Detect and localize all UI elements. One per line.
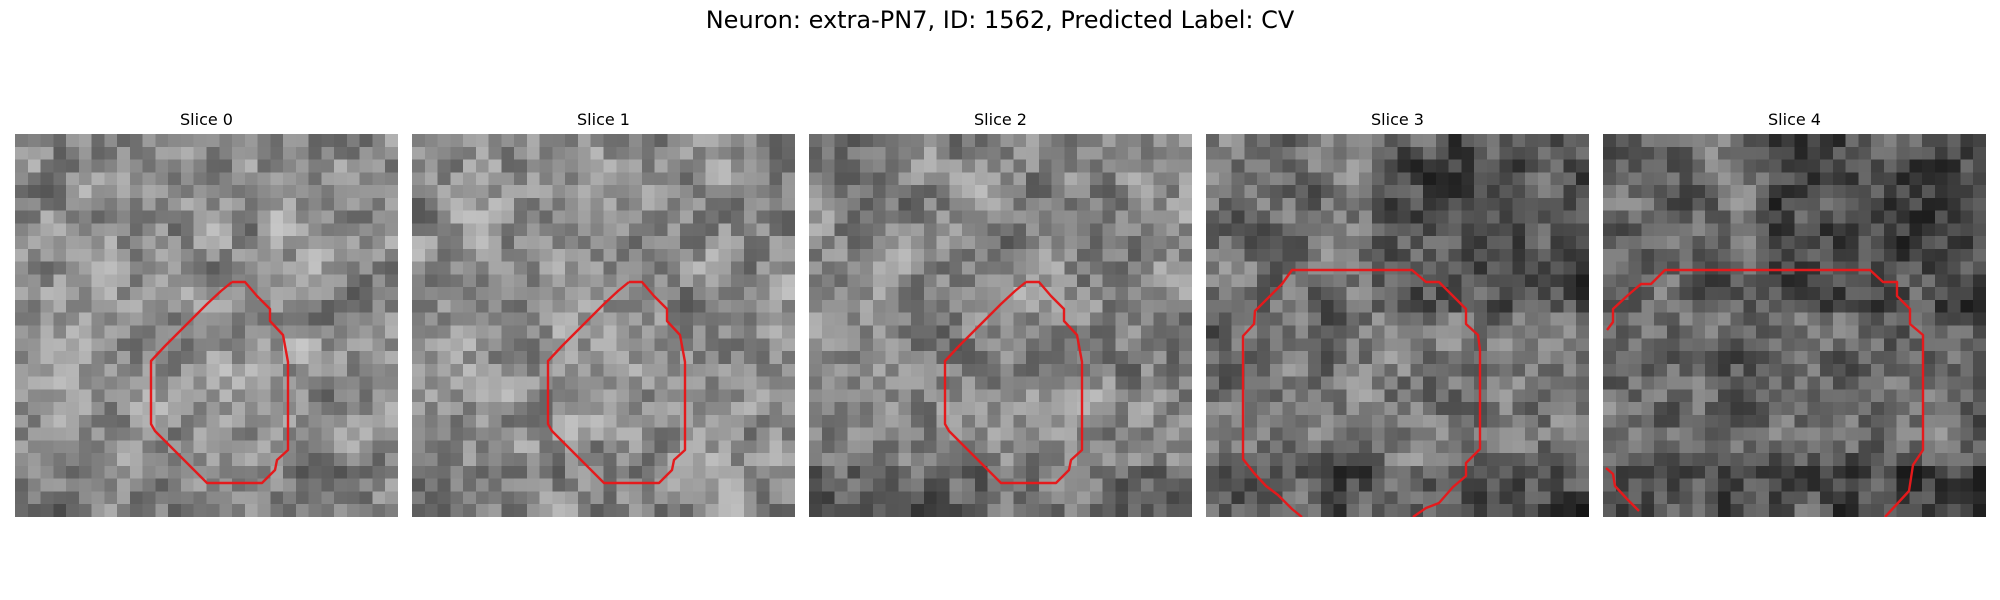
grayscale-image bbox=[809, 134, 1192, 517]
roi-contour bbox=[1241, 268, 1482, 517]
slice-image bbox=[1603, 134, 1986, 517]
slice-image bbox=[15, 134, 398, 517]
grayscale-image bbox=[412, 134, 795, 517]
roi-contour bbox=[149, 280, 290, 485]
grayscale-image bbox=[1206, 134, 1589, 517]
roi-contour bbox=[1605, 268, 1925, 517]
slice-panel-0: Slice 0 bbox=[15, 110, 398, 517]
figure-title: Neuron: extra-PN7, ID: 1562, Predicted L… bbox=[705, 6, 1295, 34]
slice-title: Slice 1 bbox=[577, 110, 630, 129]
roi-contour bbox=[546, 280, 687, 485]
slice-image bbox=[412, 134, 795, 517]
slice-title: Slice 2 bbox=[974, 110, 1027, 129]
slice-image bbox=[1206, 134, 1589, 517]
slice-image bbox=[809, 134, 1192, 517]
slice-title: Slice 4 bbox=[1768, 110, 1821, 129]
slice-title: Slice 0 bbox=[180, 110, 233, 129]
slice-panel-3: Slice 3 bbox=[1206, 110, 1589, 517]
slice-panel-2: Slice 2 bbox=[809, 110, 1192, 517]
grayscale-image bbox=[15, 134, 398, 517]
slice-panel-1: Slice 1 bbox=[412, 110, 795, 517]
slice-panel-4: Slice 4 bbox=[1603, 110, 1986, 517]
roi-contour bbox=[943, 280, 1084, 485]
slice-title: Slice 3 bbox=[1371, 110, 1424, 129]
